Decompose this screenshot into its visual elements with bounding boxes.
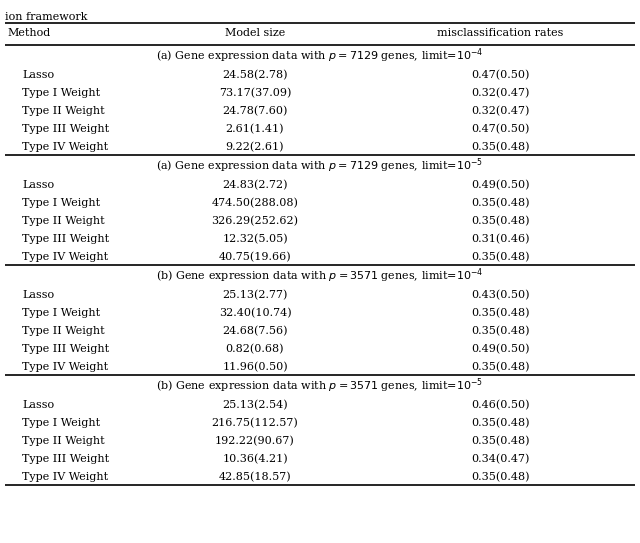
Text: Type I Weight: Type I Weight bbox=[22, 198, 100, 208]
Text: Type III Weight: Type III Weight bbox=[22, 454, 109, 464]
Text: 24.68(7.56): 24.68(7.56) bbox=[222, 326, 288, 336]
Text: (b) Gene expression data with $p = 3571$ genes, limit=$10^{-5}$: (b) Gene expression data with $p = 3571$… bbox=[156, 377, 484, 395]
Text: Model size: Model size bbox=[225, 28, 285, 38]
Text: 216.75(112.57): 216.75(112.57) bbox=[212, 418, 298, 428]
Text: Method: Method bbox=[7, 28, 51, 38]
Text: Type IV Weight: Type IV Weight bbox=[22, 472, 108, 482]
Text: 10.36(4.21): 10.36(4.21) bbox=[222, 454, 288, 464]
Text: (a) Gene expression data with $p = 7129$ genes, limit=$10^{-5}$: (a) Gene expression data with $p = 7129$… bbox=[156, 157, 484, 175]
Text: (a) Gene expression data with $p = 7129$ genes, limit=$10^{-4}$: (a) Gene expression data with $p = 7129$… bbox=[156, 47, 484, 65]
Text: 0.35(0.48): 0.35(0.48) bbox=[471, 308, 529, 318]
Text: Type III Weight: Type III Weight bbox=[22, 234, 109, 244]
Text: Type I Weight: Type I Weight bbox=[22, 308, 100, 318]
Text: 0.34(0.47): 0.34(0.47) bbox=[471, 454, 529, 464]
Text: 32.40(10.74): 32.40(10.74) bbox=[219, 308, 291, 318]
Text: Type II Weight: Type II Weight bbox=[22, 436, 104, 446]
Text: Type I Weight: Type I Weight bbox=[22, 418, 100, 428]
Text: 9.22(2.61): 9.22(2.61) bbox=[226, 142, 284, 152]
Text: 0.35(0.48): 0.35(0.48) bbox=[471, 216, 529, 226]
Text: Lasso: Lasso bbox=[22, 400, 54, 410]
Text: 0.35(0.48): 0.35(0.48) bbox=[471, 252, 529, 262]
Text: 0.49(0.50): 0.49(0.50) bbox=[471, 344, 529, 354]
Text: 0.35(0.48): 0.35(0.48) bbox=[471, 418, 529, 428]
Text: 0.35(0.48): 0.35(0.48) bbox=[471, 198, 529, 208]
Text: 326.29(252.62): 326.29(252.62) bbox=[211, 216, 298, 226]
Text: 0.35(0.48): 0.35(0.48) bbox=[471, 326, 529, 336]
Text: 192.22(90.67): 192.22(90.67) bbox=[215, 435, 295, 446]
Text: Type III Weight: Type III Weight bbox=[22, 344, 109, 354]
Text: 0.46(0.50): 0.46(0.50) bbox=[471, 400, 529, 410]
Text: 0.47(0.50): 0.47(0.50) bbox=[471, 70, 529, 80]
Text: 0.49(0.50): 0.49(0.50) bbox=[471, 180, 529, 190]
Text: (b) Gene expression data with $p = 3571$ genes, limit=$10^{-4}$: (b) Gene expression data with $p = 3571$… bbox=[156, 267, 484, 285]
Text: Lasso: Lasso bbox=[22, 290, 54, 300]
Text: 25.13(2.77): 25.13(2.77) bbox=[222, 290, 288, 300]
Text: Type II Weight: Type II Weight bbox=[22, 326, 104, 336]
Text: 0.47(0.50): 0.47(0.50) bbox=[471, 124, 529, 134]
Text: Type II Weight: Type II Weight bbox=[22, 106, 104, 116]
Text: 11.96(0.50): 11.96(0.50) bbox=[222, 362, 288, 372]
Text: 0.31(0.46): 0.31(0.46) bbox=[471, 233, 529, 244]
Text: Type IV Weight: Type IV Weight bbox=[22, 362, 108, 372]
Text: 474.50(288.08): 474.50(288.08) bbox=[212, 198, 298, 208]
Text: misclassification rates: misclassification rates bbox=[437, 28, 563, 38]
Text: Type I Weight: Type I Weight bbox=[22, 88, 100, 98]
Text: 24.58(2.78): 24.58(2.78) bbox=[222, 70, 288, 80]
Text: Lasso: Lasso bbox=[22, 180, 54, 190]
Text: 73.17(37.09): 73.17(37.09) bbox=[219, 88, 291, 98]
Text: 0.32(0.47): 0.32(0.47) bbox=[471, 106, 529, 116]
Text: Type IV Weight: Type IV Weight bbox=[22, 142, 108, 152]
Text: 24.83(2.72): 24.83(2.72) bbox=[222, 180, 288, 190]
Text: 0.32(0.47): 0.32(0.47) bbox=[471, 88, 529, 98]
Text: Type III Weight: Type III Weight bbox=[22, 124, 109, 134]
Text: 24.78(7.60): 24.78(7.60) bbox=[222, 106, 288, 116]
Text: 0.82(0.68): 0.82(0.68) bbox=[226, 344, 284, 354]
Text: Lasso: Lasso bbox=[22, 70, 54, 80]
Text: 12.32(5.05): 12.32(5.05) bbox=[222, 233, 288, 244]
Text: Type IV Weight: Type IV Weight bbox=[22, 252, 108, 262]
Text: 0.35(0.48): 0.35(0.48) bbox=[471, 472, 529, 482]
Text: 42.85(18.57): 42.85(18.57) bbox=[219, 472, 291, 482]
Text: 25.13(2.54): 25.13(2.54) bbox=[222, 400, 288, 410]
Text: 0.35(0.48): 0.35(0.48) bbox=[471, 362, 529, 372]
Text: 0.35(0.48): 0.35(0.48) bbox=[471, 435, 529, 446]
Text: 2.61(1.41): 2.61(1.41) bbox=[226, 124, 284, 134]
Text: ion framework: ion framework bbox=[5, 12, 88, 22]
Text: Type II Weight: Type II Weight bbox=[22, 216, 104, 226]
Text: 40.75(19.66): 40.75(19.66) bbox=[219, 252, 291, 262]
Text: 0.35(0.48): 0.35(0.48) bbox=[471, 142, 529, 152]
Text: 0.43(0.50): 0.43(0.50) bbox=[471, 290, 529, 300]
